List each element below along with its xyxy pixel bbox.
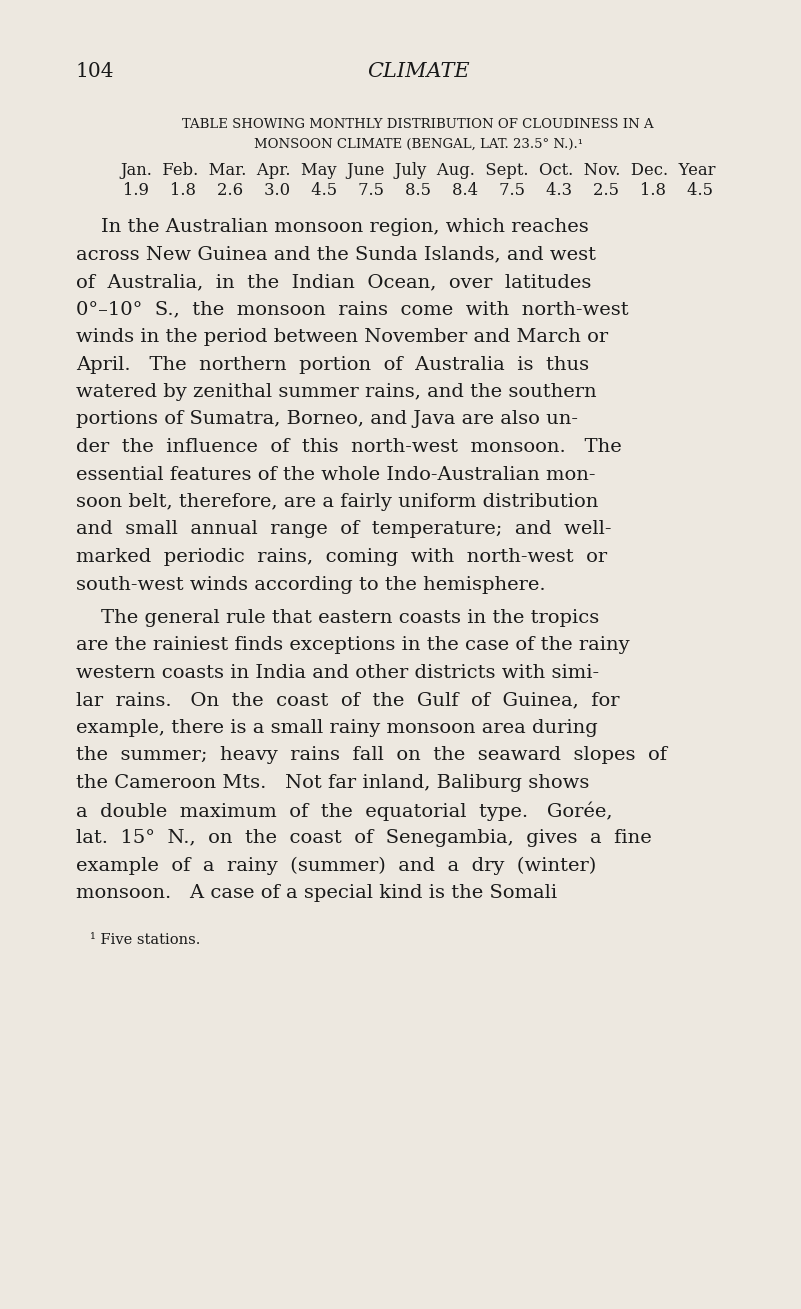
- Text: essential features of the whole Indo-Australian mon-: essential features of the whole Indo-Aus…: [76, 466, 595, 483]
- Text: the Cameroon Mts.   Not far inland, Baliburg shows: the Cameroon Mts. Not far inland, Balibu…: [76, 774, 590, 792]
- Text: example  of  a  rainy  (summer)  and  a  dry  (winter): example of a rainy (summer) and a dry (w…: [76, 856, 596, 874]
- Text: soon belt, therefore, are a fairly uniform distribution: soon belt, therefore, are a fairly unifo…: [76, 493, 598, 511]
- Text: CLIMATE: CLIMATE: [367, 62, 469, 81]
- Text: MONSOON CLIMATE (BENGAL, LAT. 23.5° N.).¹: MONSOON CLIMATE (BENGAL, LAT. 23.5° N.).…: [253, 137, 582, 151]
- Text: In the Australian monsoon region, which reaches: In the Australian monsoon region, which …: [76, 219, 589, 236]
- Text: winds in the period between November and March or: winds in the period between November and…: [76, 329, 608, 346]
- Text: western coasts in India and other districts with simi-: western coasts in India and other distri…: [76, 664, 599, 682]
- Text: watered by zenithal summer rains, and the southern: watered by zenithal summer rains, and th…: [76, 384, 597, 401]
- Text: TABLE SHOWING MONTHLY DISTRIBUTION OF CLOUDINESS IN A: TABLE SHOWING MONTHLY DISTRIBUTION OF CL…: [182, 118, 654, 131]
- Text: lat.  15°  N.,  on  the  coast  of  Senegambia,  gives  a  fine: lat. 15° N., on the coast of Senegambia,…: [76, 829, 652, 847]
- Text: marked  periodic  rains,  coming  with  north-west  or: marked periodic rains, coming with north…: [76, 548, 607, 565]
- Text: are the rainiest finds exceptions in the case of the rainy: are the rainiest finds exceptions in the…: [76, 636, 630, 654]
- Text: 1.9    1.8    2.6    3.0    4.5    7.5    8.5    8.4    7.5    4.3    2.5    1.8: 1.9 1.8 2.6 3.0 4.5 7.5 8.5 8.4 7.5 4.3 …: [123, 182, 713, 199]
- Text: portions of Sumatra, Borneo, and Java are also un-: portions of Sumatra, Borneo, and Java ar…: [76, 411, 578, 428]
- Text: a  double  maximum  of  the  equatorial  type.   Gorée,: a double maximum of the equatorial type.…: [76, 801, 613, 821]
- Text: across New Guinea and the Sunda Islands, and west: across New Guinea and the Sunda Islands,…: [76, 246, 596, 263]
- Text: the  summer;  heavy  rains  fall  on  the  seaward  slopes  of: the summer; heavy rains fall on the seaw…: [76, 746, 667, 764]
- Text: 0°–10°  S.,  the  monsoon  rains  come  with  north-west: 0°–10° S., the monsoon rains come with n…: [76, 301, 629, 318]
- Text: der  the  influence  of  this  north-west  monsoon.   The: der the influence of this north-west mon…: [76, 439, 622, 456]
- Text: monsoon.   A case of a special kind is the Somali: monsoon. A case of a special kind is the…: [76, 884, 557, 902]
- Text: lar  rains.   On  the  coast  of  the  Gulf  of  Guinea,  for: lar rains. On the coast of the Gulf of G…: [76, 691, 619, 709]
- Text: ¹ Five stations.: ¹ Five stations.: [90, 933, 200, 948]
- Text: south-west winds according to the hemisphere.: south-west winds according to the hemisp…: [76, 576, 545, 593]
- Text: The general rule that eastern coasts in the tropics: The general rule that eastern coasts in …: [76, 609, 599, 627]
- Text: April.   The  northern  portion  of  Australia  is  thus: April. The northern portion of Australia…: [76, 356, 589, 373]
- Text: and  small  annual  range  of  temperature;  and  well-: and small annual range of temperature; a…: [76, 521, 611, 538]
- Text: example, there is a small rainy monsoon area during: example, there is a small rainy monsoon …: [76, 719, 598, 737]
- Text: 104: 104: [76, 62, 115, 81]
- Text: Jan.  Feb.  Mar.  Apr.  May  June  July  Aug.  Sept.  Oct.  Nov.  Dec.  Year: Jan. Feb. Mar. Apr. May June July Aug. S…: [120, 162, 716, 179]
- Text: of  Australia,  in  the  Indian  Ocean,  over  latitudes: of Australia, in the Indian Ocean, over …: [76, 274, 591, 291]
